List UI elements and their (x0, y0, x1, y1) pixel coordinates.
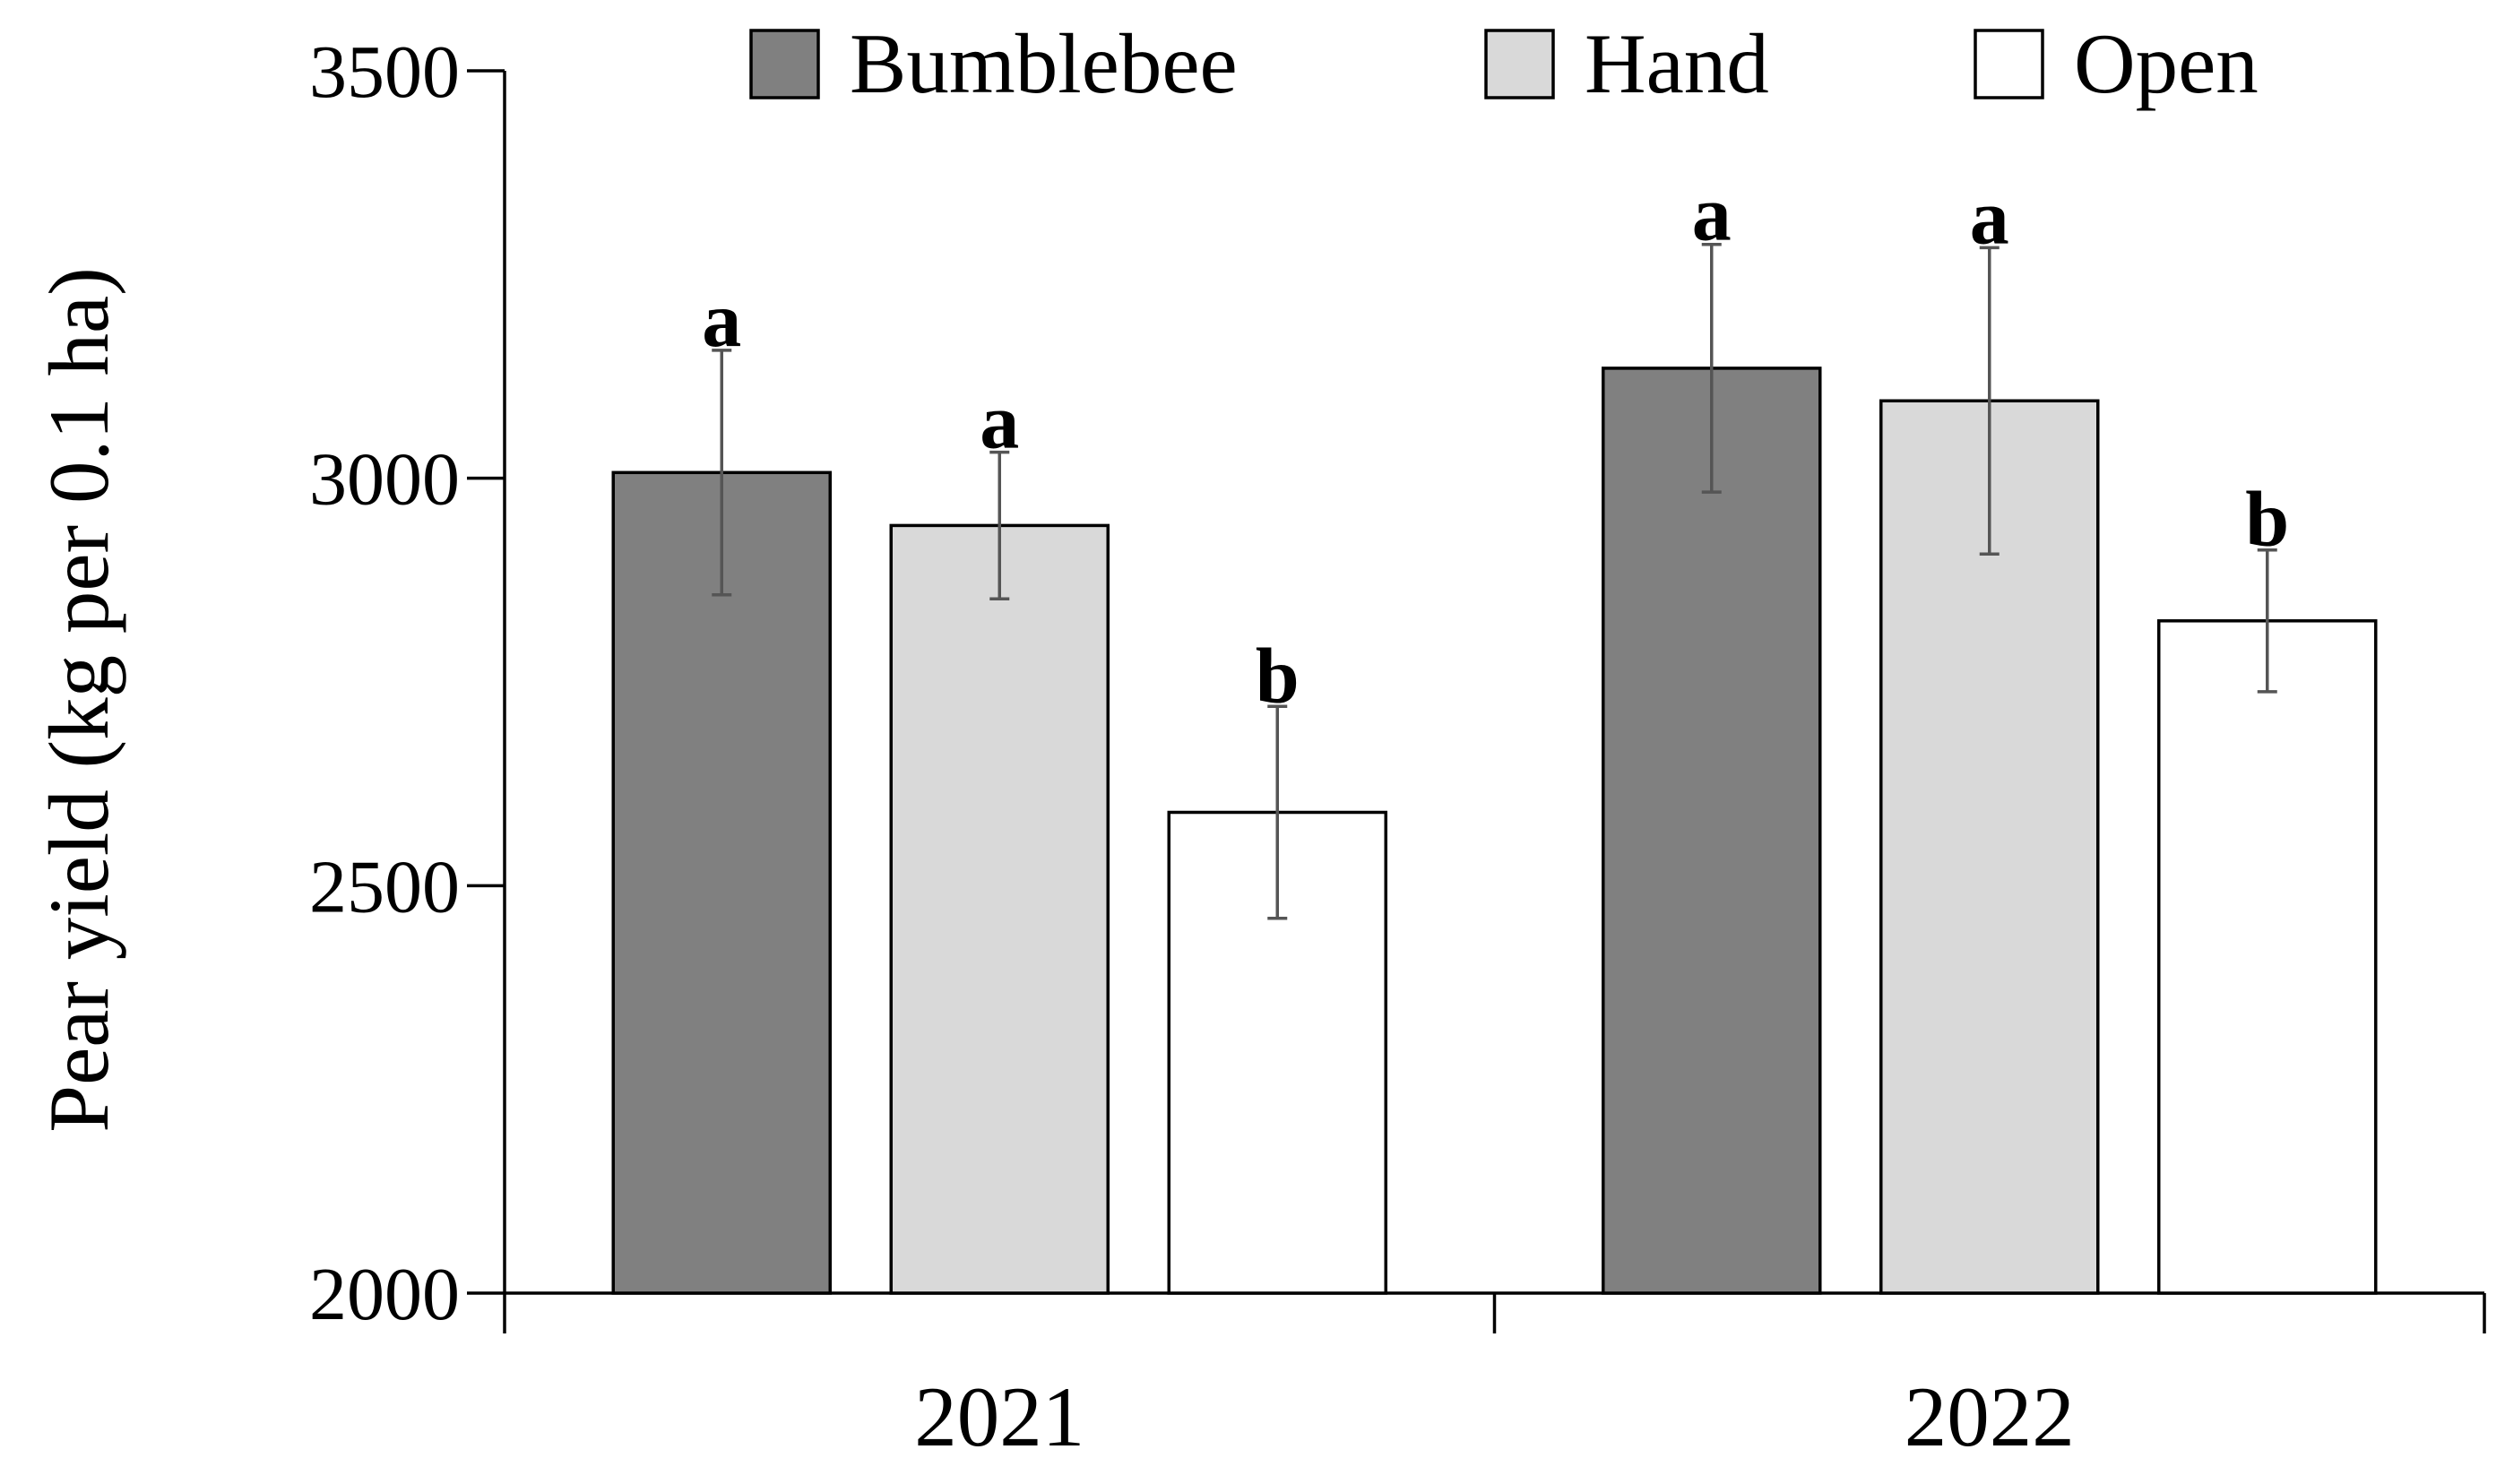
significance-letter: a (980, 379, 1019, 466)
legend-label-bumblebee: Bumblebee (850, 16, 1238, 111)
x-category-label: 2021 (914, 1369, 1084, 1464)
bars (611, 367, 2378, 1295)
legend-label-hand: Hand (1585, 16, 1769, 111)
y-ticks: 2000 2500 3000 3500 (309, 30, 505, 1336)
y-axis-title: Pear yield (kg per 0.1 ha) (31, 267, 126, 1133)
significance-letter: a (1970, 174, 2009, 261)
significance-letter: a (702, 277, 741, 364)
legend-swatch-open (1974, 29, 2044, 99)
legend-label-open: Open (2074, 16, 2259, 111)
y-tick-label: 3500 (309, 30, 460, 114)
y-tick-label: 2500 (309, 845, 460, 928)
x-ticks: 2021 2022 (503, 1293, 2486, 1464)
bar-open-2022 (2157, 619, 2378, 1295)
legend: Bumblebee Hand Open (749, 16, 2259, 111)
significance-letter: b (2245, 477, 2289, 564)
legend-swatch-bumblebee (749, 29, 820, 99)
bar-bumblebee-2022 (1602, 367, 1822, 1295)
significance-labels: a a b a a b (702, 171, 2289, 720)
legend-swatch-hand (1484, 29, 1555, 99)
significance-letter: b (1256, 633, 1300, 720)
bar-hand-2021 (889, 523, 1110, 1295)
y-tick-label: 3000 (309, 438, 460, 522)
bar-bumblebee-2021 (611, 470, 832, 1295)
significance-letter: a (1692, 171, 1732, 258)
y-tick-label: 2000 (309, 1253, 460, 1336)
x-category-label: 2022 (1905, 1369, 2075, 1464)
error-bars (712, 242, 2277, 920)
